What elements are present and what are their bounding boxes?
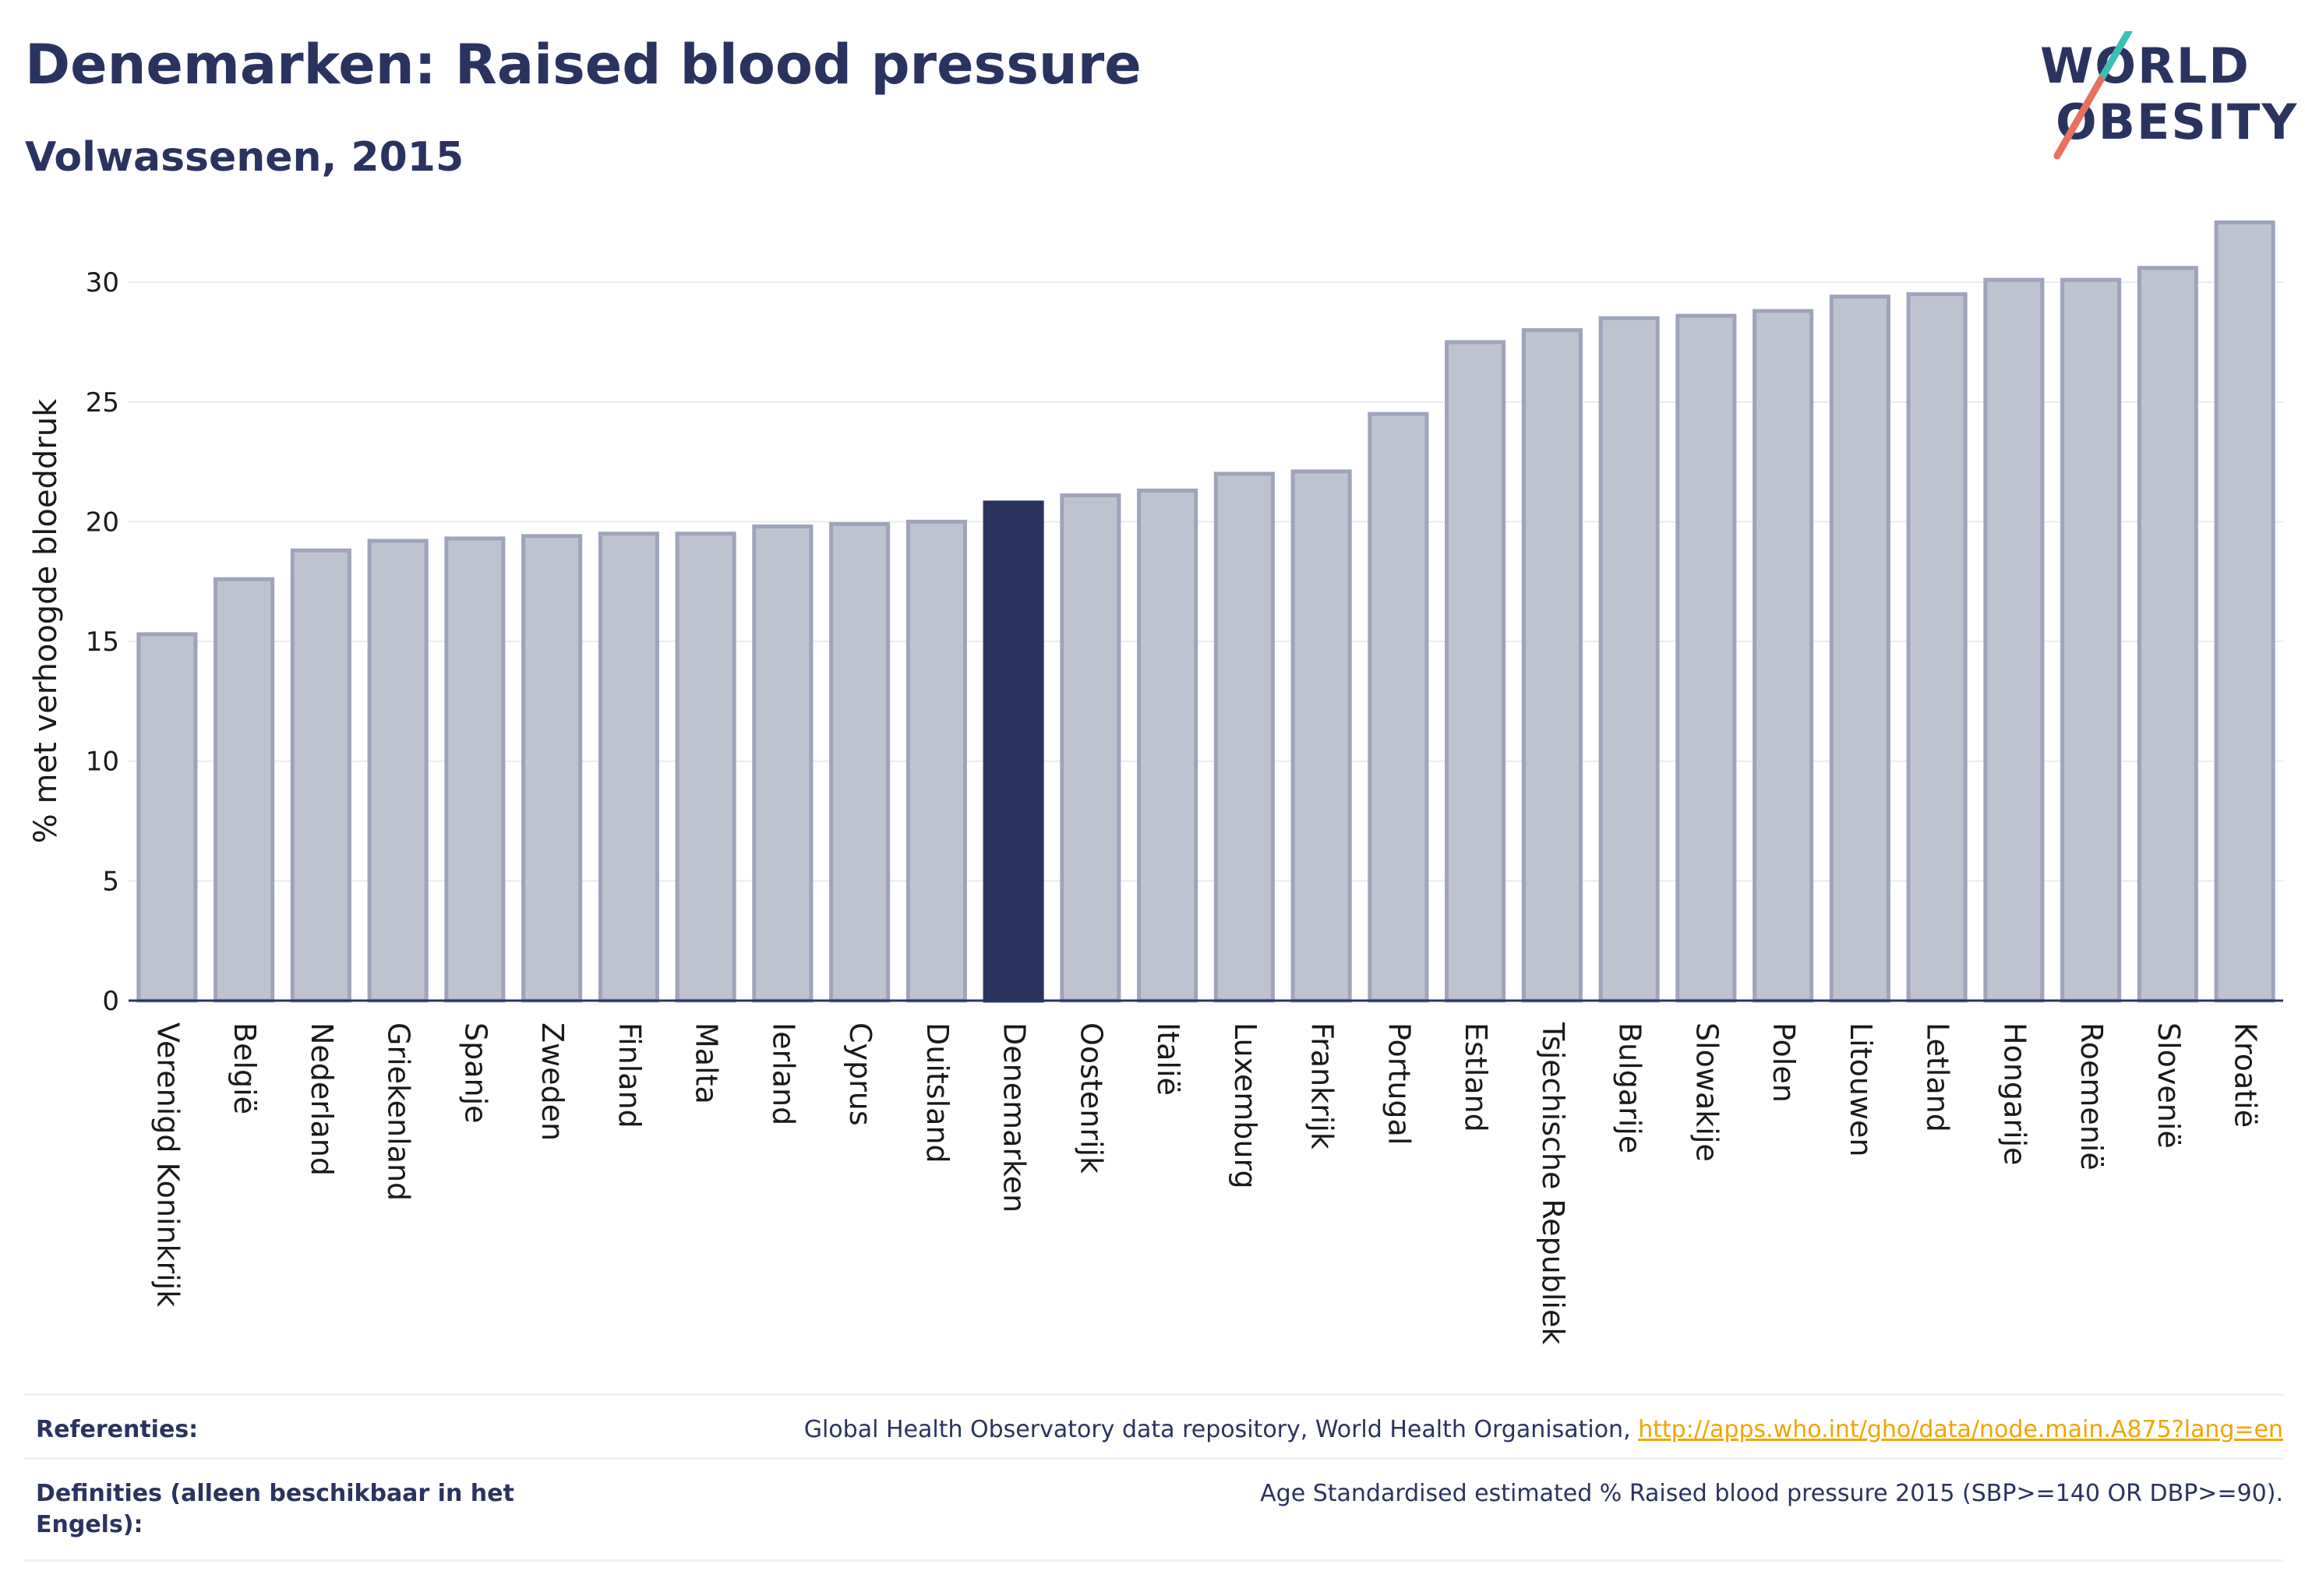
y-tick-label: 15 [86, 627, 119, 658]
y-tick-label: 20 [86, 507, 119, 538]
bar [1675, 313, 1737, 1003]
y-tick-label: 0 [102, 986, 119, 1017]
bar [2060, 277, 2122, 1003]
bar [1983, 277, 2045, 1003]
x-tick-label: Litouwen [1844, 1022, 1878, 1157]
bar [598, 531, 659, 1003]
definitions-value: Age Standardised estimated % Raised bloo… [1260, 1480, 2283, 1507]
bar [444, 536, 506, 1003]
logo-line-1: WORLD [2040, 37, 2250, 94]
bar [1521, 328, 1583, 1003]
x-tick-label: Slowakije [1689, 1022, 1724, 1162]
x-tick-label: Denemarken [997, 1022, 1032, 1213]
bar [1213, 471, 1275, 1003]
x-tick-label: Ierland [766, 1022, 800, 1125]
chart-title: Denemarken: Raised blood pressure [25, 33, 1142, 97]
bar [1060, 493, 1121, 1003]
chart-subtitle: Volwassenen, 2015 [25, 134, 464, 181]
references-row: Referenties: Global Health Observatory d… [23, 1393, 2283, 1458]
x-tick-label: Finland [612, 1022, 647, 1128]
x-tick-label: België [228, 1022, 262, 1114]
bar [136, 632, 198, 1003]
bar [2137, 266, 2198, 1003]
bar [367, 538, 429, 1003]
x-tick-label: Polen [1767, 1022, 1801, 1103]
x-tick-label: Kroatië [2229, 1022, 2263, 1128]
bar [675, 531, 736, 1003]
bar [214, 577, 275, 1003]
definitions-label: Definities (alleen beschikbaar in het En… [36, 1480, 514, 1538]
y-tick-label: 5 [102, 866, 119, 897]
x-tick-label: Oostenrijk [1074, 1022, 1108, 1174]
x-tick-label: Italië [1151, 1022, 1185, 1096]
references-label: Referenties: [36, 1416, 199, 1443]
x-tick-label: Letland [1921, 1022, 1955, 1132]
x-tick-label: Luxemburg [1228, 1022, 1262, 1189]
y-axis-label: % met verhoogde bloeddruk [28, 398, 64, 843]
x-tick-label: Estland [1459, 1022, 1493, 1132]
x-tick-label: Frankrijk [1305, 1022, 1340, 1149]
references-link[interactable]: http://apps.who.int/gho/data/node.main.A… [1638, 1416, 2283, 1443]
x-tick-label: Tsjechische Republiek [1536, 1022, 1570, 1344]
bar [1290, 469, 1352, 1003]
bar [905, 519, 967, 1003]
bar [1829, 295, 1890, 1003]
x-tick-label: Malta [690, 1022, 724, 1104]
logo-slash-icon [2053, 31, 2133, 160]
bar-chart: 0 5 10 15 20 25 30 % met verhoogde bloeddruk Ver… [28, 220, 2283, 1344]
x-tick-label: Spanje [458, 1022, 492, 1124]
x-tick-label: Verenigd Koninkrijk [150, 1022, 185, 1307]
bar [1137, 489, 1198, 1003]
x-tick-label: Hongarije [1997, 1022, 2031, 1165]
x-tick-label: Roemenië [2074, 1022, 2109, 1171]
world-obesity-logo: WORLD OBESITY [2026, 31, 2296, 164]
bar [752, 524, 814, 1003]
logo-line-2: OBESITY [2056, 94, 2299, 150]
y-tick-label: 30 [86, 267, 119, 298]
bar [829, 522, 891, 1003]
x-tick-label: Zweden [535, 1022, 570, 1141]
references-text: Global Health Observatory data repositor… [803, 1416, 1639, 1443]
x-tick-label: Bulgarije [1613, 1022, 1647, 1153]
bar [1368, 411, 1429, 1003]
bar [290, 548, 351, 1003]
x-tick-label: Cyprus [843, 1022, 877, 1126]
definitions-row: Definities (alleen beschikbaar in het En… [23, 1457, 2283, 1562]
x-tick-label: Nederland [305, 1022, 339, 1176]
bar [1906, 292, 1968, 1003]
bar [521, 534, 583, 1003]
x-tick-label: Slovenië [2151, 1022, 2186, 1149]
y-tick-label: 10 [86, 747, 119, 778]
bar [983, 500, 1044, 1003]
bar [2214, 220, 2275, 1003]
y-tick-label: 25 [86, 387, 119, 418]
bar [1598, 316, 1660, 1003]
x-tick-label: Duitsland [920, 1022, 955, 1163]
bar [1445, 340, 1506, 1003]
references-value: Global Health Observatory data repositor… [804, 1414, 2283, 1446]
x-tick-label: Portugal [1382, 1022, 1416, 1145]
x-tick-label: Griekenland [382, 1022, 416, 1201]
bar [1753, 309, 1814, 1003]
